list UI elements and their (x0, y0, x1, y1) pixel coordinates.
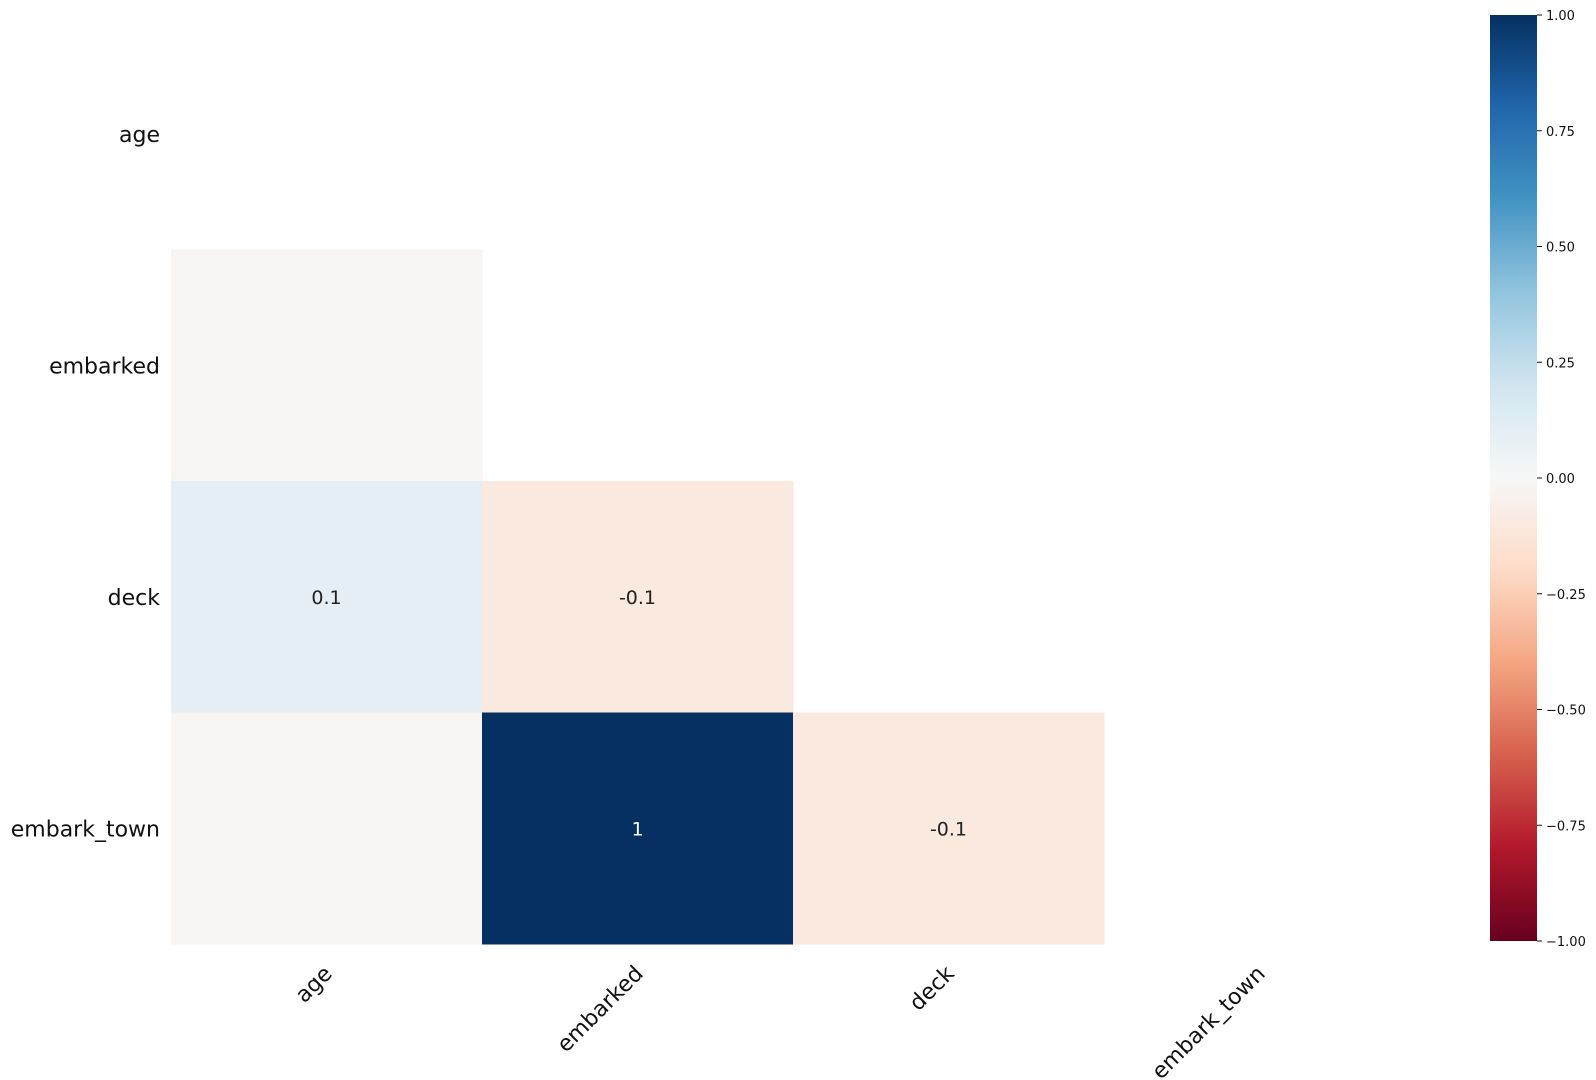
cell-value-label: 1 (631, 818, 643, 840)
heatmap-cell-labels: 0.1 -0.1 1 -0.1 (311, 587, 967, 841)
y-tick-label: deck (108, 586, 161, 611)
cell-value-label: -0.1 (619, 587, 656, 609)
colorbar-tick-label: −1.00 (1546, 935, 1586, 950)
colorbar-tick-label: 0.75 (1546, 125, 1575, 140)
heatmap-cell (793, 712, 1105, 945)
colorbar-tick-label: 0.25 (1546, 356, 1575, 371)
y-axis-tick-labels: age embarked deck embark_town (11, 123, 160, 843)
colorbar-gradient (1490, 15, 1537, 941)
heatmap-cell (482, 712, 794, 945)
heatmap-cell (171, 481, 483, 713)
colorbar: 1.00 0.75 0.50 0.25 0.00 −0.25 −0.50 −0.75 −1.00 (1490, 9, 1586, 950)
colorbar-tick-label: 0.50 (1546, 241, 1575, 256)
y-tick-label: age (119, 123, 160, 148)
heatmap-cells (171, 249, 1105, 945)
x-tick-label: embark_town (1147, 961, 1270, 1080)
heatmap-cell (482, 481, 794, 713)
colorbar-tick-label: −0.50 (1546, 704, 1586, 719)
x-tick-label: deck (905, 961, 960, 1016)
y-tick-label: embark_town (11, 817, 160, 842)
heatmap-cell (171, 712, 483, 945)
x-axis-tick-labels: age embarked deck embark_town (291, 961, 1271, 1080)
heatmap-cell (171, 249, 483, 482)
x-tick-label: embarked (553, 961, 649, 1057)
cell-value-label: 0.1 (311, 587, 341, 609)
x-tick-label: age (291, 961, 338, 1008)
colorbar-tick-label: 0.00 (1546, 472, 1575, 487)
y-tick-label: embarked (49, 354, 160, 379)
cell-value-label: -0.1 (930, 818, 967, 840)
colorbar-tick-label: −0.25 (1546, 588, 1586, 603)
colorbar-tick-label: −0.75 (1546, 819, 1586, 834)
colorbar-tick-label: 1.00 (1546, 9, 1575, 24)
